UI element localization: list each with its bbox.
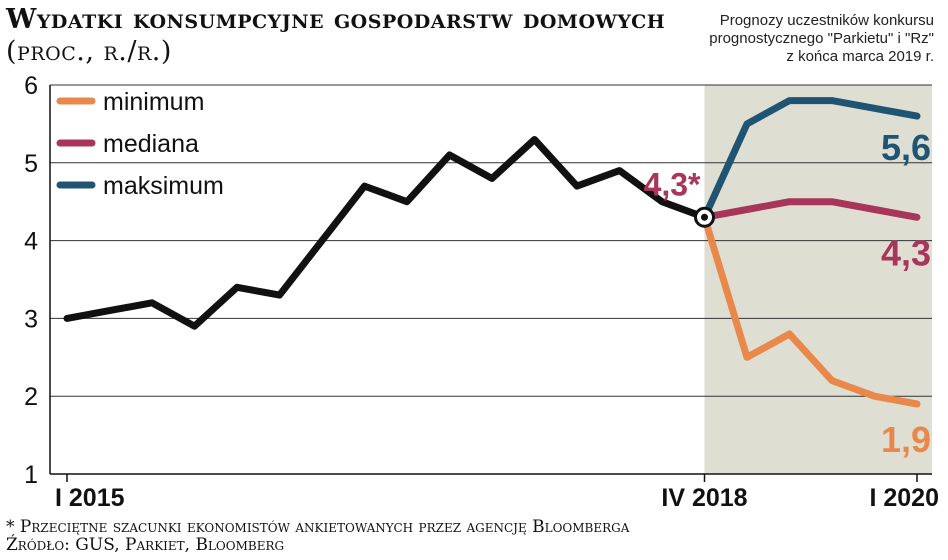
legend-label-maksimum: maksimum: [103, 172, 224, 200]
y-tick-4: 4: [24, 228, 38, 256]
y-tick-2: 2: [24, 383, 38, 411]
y-tick-3: 3: [24, 305, 38, 333]
y-tick-6: 6: [24, 72, 38, 100]
footnote: * Przeciętne szacunki ekonomistów ankiet…: [6, 517, 630, 537]
x-tick-label-0: I 2015: [55, 484, 125, 512]
series-line-maksimum: [701, 97, 921, 221]
x-tick-label-2: I 2020: [869, 484, 939, 512]
source-note: Źródło: GUS, Parkiet, Bloomberg: [6, 535, 285, 555]
y-tick-5: 5: [24, 150, 38, 178]
y-tick-1: 1: [24, 461, 38, 489]
end-label-minimum: 1,9: [881, 419, 931, 460]
title-unit: (proc., r./r.): [6, 36, 172, 67]
end-label-mediana: 4,3: [881, 232, 931, 273]
history-line: [63, 136, 708, 330]
series-line-minimum: [701, 213, 921, 408]
forecast-region: [704, 85, 932, 474]
note-line-1: Prognozy uczestników konkursu: [719, 12, 934, 29]
anchor-point-center: [701, 213, 708, 221]
end-label-maksimum: 5,6: [881, 127, 931, 168]
chart-title: Wydatki konsumpcyjne gospodarstw domowyc…: [6, 4, 686, 68]
series-line-mediana: [701, 198, 921, 221]
title-text: Wydatki konsumpcyjne gospodarstw domowyc…: [6, 4, 666, 35]
note-line-2: prognostycznego "Parkietu" i "Rz": [709, 30, 934, 47]
legend-label-minimum: minimum: [103, 88, 204, 116]
legend-label-mediana: mediana: [103, 130, 199, 158]
chart-footer: * Przeciętne szacunki ekonomistów ankiet…: [6, 518, 936, 554]
anchor-label: 4,3*: [644, 166, 701, 202]
x-tick-label-1: IV 2018: [661, 484, 747, 512]
line-chart: 1 2 3 4 5 6 I 2015 IV 2018 I 2020 4,3* 1,9 4,3 5,6 mi…: [24, 72, 939, 512]
note-line-3: z końca marca 2019 r.: [786, 48, 934, 65]
forecast-note: Prognozy uczestników konkursu prognostyc…: [654, 12, 934, 66]
